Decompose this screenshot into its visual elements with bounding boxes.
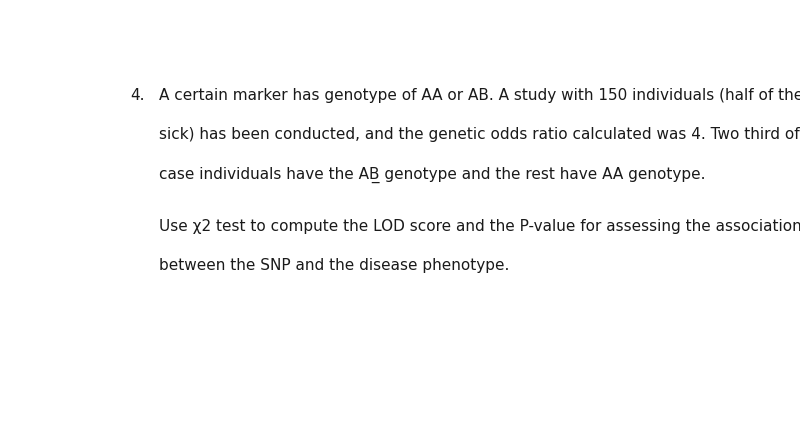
Text: between the SNP and the disease phenotype.: between the SNP and the disease phenotyp… [159,258,510,273]
Text: A certain marker has genotype of AA or AB. A study with 150 individuals (half of: A certain marker has genotype of AA or A… [159,88,800,103]
Text: Use χ2 test to compute the LOD score and the P-value for assessing the associati: Use χ2 test to compute the LOD score and… [159,219,800,234]
Text: sick) has been conducted, and the genetic odds ratio calculated was 4. Two third: sick) has been conducted, and the geneti… [159,127,800,142]
Text: case individuals have the AB̲ genotype and the rest have AA genotype.: case individuals have the AB̲ genotype a… [159,166,706,183]
Text: 4.: 4. [130,88,144,103]
